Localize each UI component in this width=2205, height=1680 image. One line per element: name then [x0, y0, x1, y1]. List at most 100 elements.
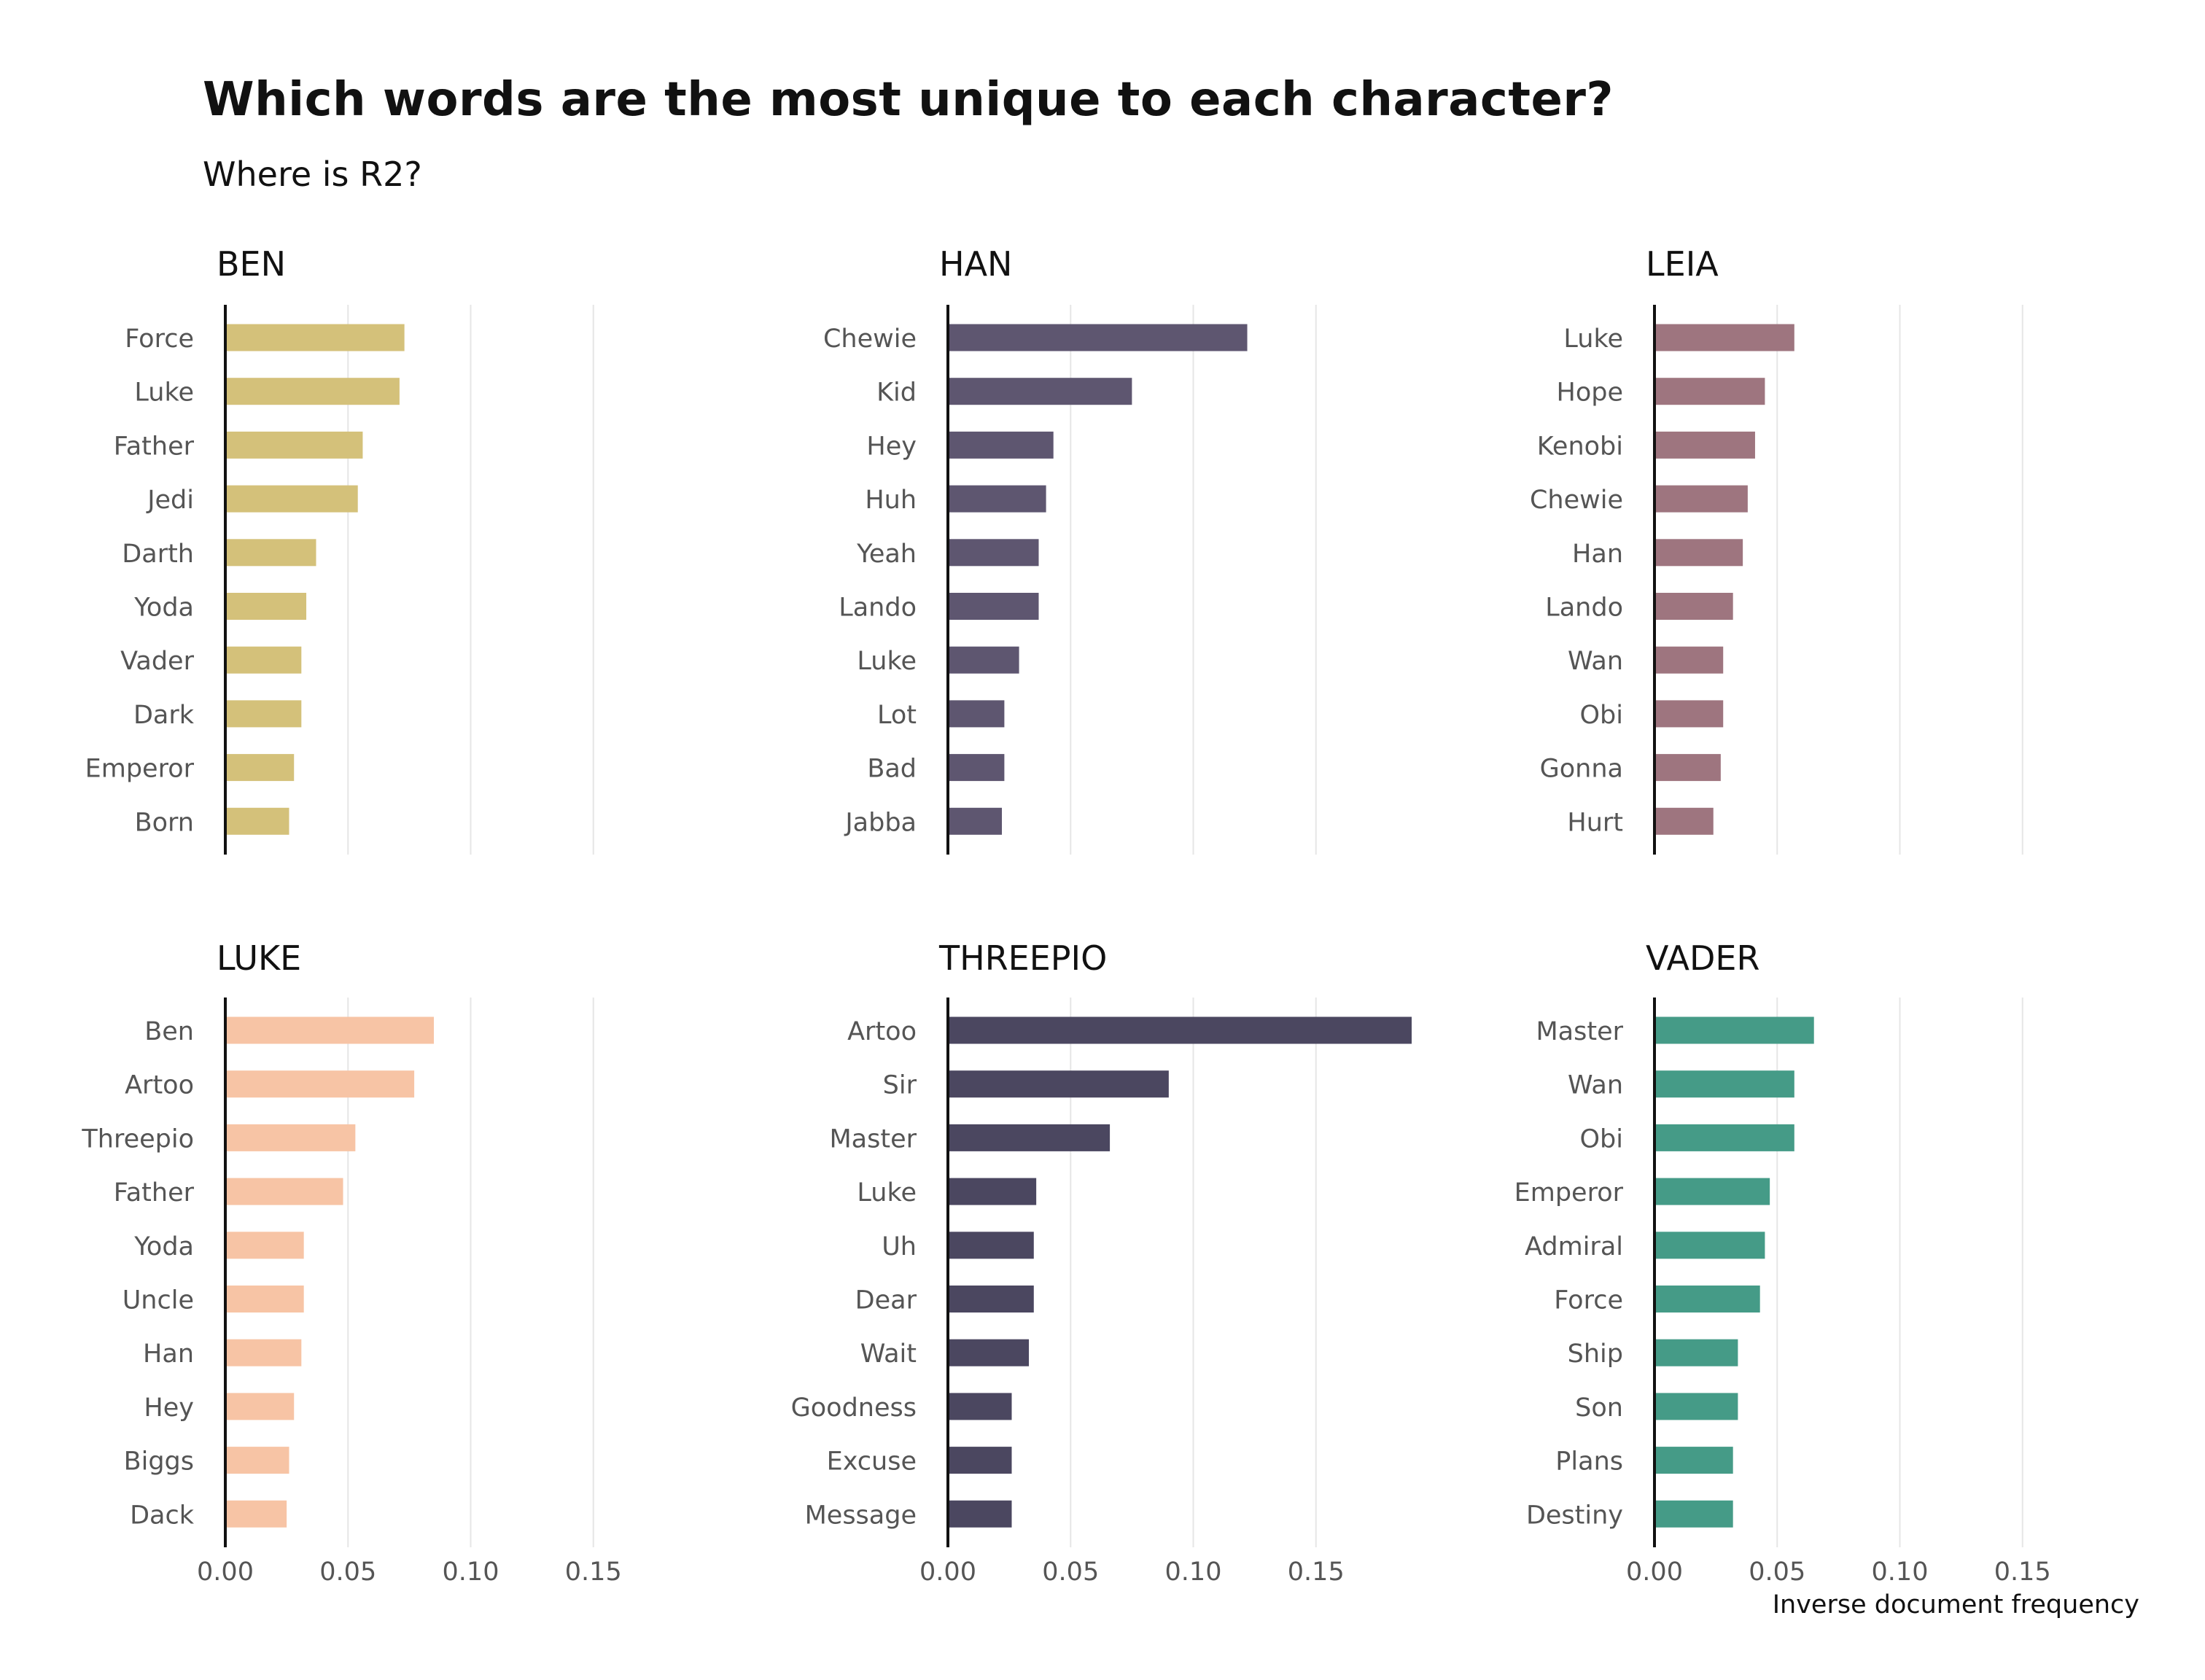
bar	[1654, 324, 1794, 351]
x-tick-label: 0.00	[1626, 1558, 1683, 1587]
x-axis-title: Inverse document frequency	[1773, 1590, 2139, 1619]
x-tick-label: 0.15	[565, 1558, 622, 1587]
bar	[1654, 1016, 1814, 1044]
category-label: Obi	[1580, 1124, 1624, 1154]
bar	[225, 646, 302, 674]
bar	[948, 754, 1005, 782]
facet-title: BEN	[217, 244, 286, 284]
facet-leia: LEIA Luke Hope Kenobi Chewie Han Lando Wan Obi Go…	[1530, 244, 2023, 855]
category-label: Darth	[122, 540, 194, 569]
bar	[1654, 1500, 1733, 1528]
facet-ben: BEN Force Luke Father Jedi Darth Yoda Vader Dark…	[85, 244, 594, 855]
bar	[225, 593, 307, 620]
category-label: Obi	[1580, 701, 1624, 730]
chart-subtitle: Where is R2?	[203, 155, 422, 194]
x-tick-label: 0.10	[1872, 1558, 1929, 1587]
x-tick-label: 0.05	[1042, 1558, 1099, 1587]
bar	[225, 1393, 295, 1420]
category-label: Born	[135, 808, 194, 837]
bar	[225, 1070, 415, 1098]
category-label: Uncle	[122, 1286, 194, 1315]
bar	[1654, 1124, 1794, 1151]
facet-title: THREEPIO	[938, 938, 1107, 978]
x-tick-label: 0.05	[319, 1558, 376, 1587]
category-label: Wan	[1568, 1071, 1623, 1100]
bar	[225, 431, 363, 459]
bar	[948, 700, 1005, 728]
bar	[225, 1232, 304, 1259]
bar	[225, 1500, 287, 1528]
category-label: Message	[805, 1501, 917, 1530]
bar	[948, 539, 1039, 567]
bar	[948, 378, 1132, 405]
category-label: Yoda	[133, 1232, 194, 1261]
category-label: Ben	[144, 1017, 194, 1046]
bar	[948, 593, 1039, 620]
category-label: Master	[829, 1124, 917, 1154]
bar	[225, 807, 289, 835]
category-label: Son	[1575, 1393, 1623, 1423]
bar	[1654, 754, 1721, 782]
category-label: Destiny	[1526, 1501, 1623, 1530]
bar	[225, 1286, 304, 1312]
bar	[225, 378, 400, 405]
category-label: Admiral	[1525, 1232, 1623, 1261]
bar	[948, 1070, 1169, 1098]
category-label: Luke	[857, 647, 917, 676]
category-label: Father	[114, 432, 195, 461]
category-label: Lando	[1545, 594, 1623, 623]
bar	[1654, 700, 1724, 728]
category-label: Gonna	[1540, 755, 1623, 784]
x-tick-label: 0.10	[443, 1558, 499, 1587]
category-label: Huh	[865, 486, 917, 515]
category-label: Threepio	[81, 1124, 194, 1154]
category-label: Goodness	[791, 1393, 917, 1423]
category-label: Yeah	[856, 540, 917, 569]
bar	[225, 1124, 356, 1151]
bar	[948, 1124, 1111, 1151]
facet-vader: VADER Master Wan Obi Emperor Admiral Force Ship…	[1514, 938, 2139, 1619]
category-label: Luke	[134, 378, 194, 408]
bar	[948, 1178, 1037, 1205]
bar	[225, 1178, 343, 1205]
bar	[948, 1447, 1012, 1474]
category-label: Master	[1536, 1017, 1623, 1046]
category-label: Dear	[855, 1286, 917, 1315]
bar	[225, 1339, 302, 1366]
bar	[948, 324, 1248, 351]
x-tick-label: 0.00	[197, 1558, 254, 1587]
bar	[1654, 1447, 1733, 1474]
category-label: Excuse	[827, 1447, 917, 1477]
bar	[1654, 1178, 1770, 1205]
bar	[1654, 646, 1724, 674]
category-label: Chewie	[823, 324, 917, 354]
bar	[948, 431, 1054, 459]
category-label: Yoda	[133, 594, 194, 623]
x-tick-label: 0.15	[1994, 1558, 2051, 1587]
bar	[225, 539, 316, 567]
bar	[225, 485, 358, 513]
facet-luke: LUKE Ben Artoo Threepio Father Yoda Uncle Han He…	[81, 938, 621, 1587]
category-label: Han	[1572, 540, 1623, 569]
bar	[225, 1447, 289, 1474]
category-label: Lot	[877, 701, 917, 730]
category-label: Plans	[1555, 1447, 1623, 1477]
bar	[1654, 593, 1733, 620]
category-label: Dark	[133, 701, 195, 730]
facet-title: VADER	[1646, 938, 1759, 978]
category-label: Kenobi	[1537, 432, 1623, 461]
bar	[948, 1393, 1012, 1420]
category-label: Force	[125, 324, 194, 354]
category-label: Artoo	[847, 1017, 917, 1046]
category-label: Vader	[120, 647, 194, 676]
x-tick-label: 0.05	[1749, 1558, 1805, 1587]
bar	[1654, 807, 1714, 835]
bar	[948, 807, 1003, 835]
category-label: Uh	[882, 1232, 917, 1261]
category-label: Hurt	[1567, 808, 1623, 837]
category-label: Force	[1554, 1286, 1623, 1315]
facet-han: HAN Chewie Kid Hey Huh Yeah Lando Luke Lot Bad Jab…	[823, 244, 1317, 855]
bar	[1654, 378, 1765, 405]
bar	[1654, 1393, 1738, 1420]
